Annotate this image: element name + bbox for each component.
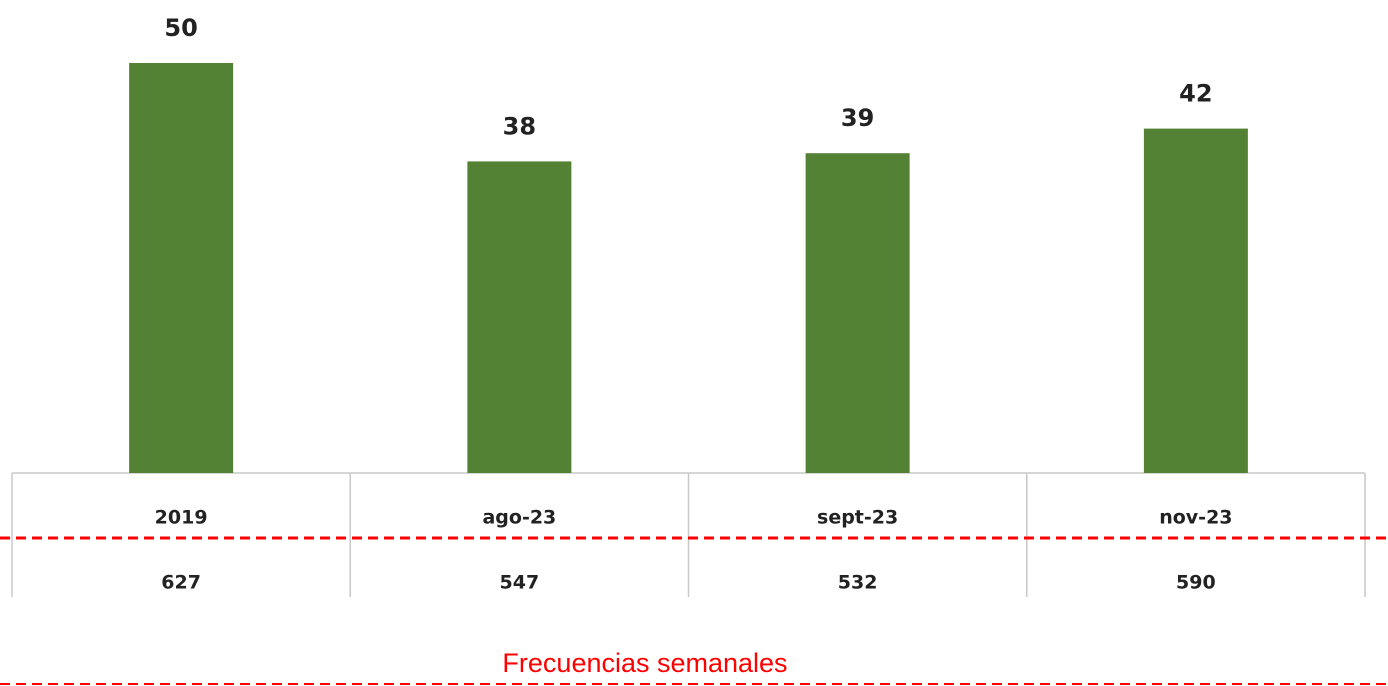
bar <box>129 63 234 473</box>
data-label: 50 <box>164 14 197 42</box>
bar <box>467 161 572 473</box>
table-row-label: Frecuencias semanales <box>502 648 787 678</box>
x-tick-label: nov-23 <box>1159 507 1232 529</box>
x-tick-label: sept-23 <box>817 507 898 529</box>
table-value: 590 <box>1176 572 1216 594</box>
x-tick-label: ago-23 <box>482 507 556 529</box>
bar <box>805 153 910 473</box>
data-label: 39 <box>841 104 874 132</box>
table-value: 532 <box>838 572 878 594</box>
data-label: 38 <box>503 112 536 140</box>
table-value: 627 <box>161 572 201 594</box>
table-value: 547 <box>500 572 540 594</box>
data-label: 42 <box>1179 80 1212 108</box>
bar <box>1143 128 1248 473</box>
x-tick-label: 2019 <box>155 507 208 529</box>
